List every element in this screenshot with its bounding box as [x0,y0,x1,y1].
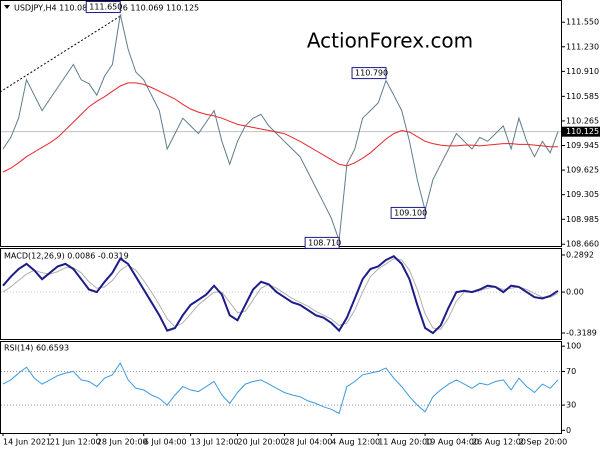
x-tick-label: 11 Aug 20:00 [378,438,432,447]
last-price-label: 110.125 [566,127,599,136]
y-tick-label: 100 [566,342,581,351]
series-line [2,14,559,241]
annotation-box [304,236,340,249]
macd-panel [0,248,562,340]
y-tick-label: 70 [566,367,576,376]
y-tick-label: 108.660 [566,240,599,249]
y-tick-label: 30 [566,401,576,410]
y-tick-label: 0 [566,426,571,435]
x-tick-label: 6 Jul 04:00 [144,438,187,447]
y-tick-label: 0.2892 [566,250,594,259]
annotation-label: 110.790 [355,69,388,78]
series-line [2,258,559,330]
x-tick-label: 2 Sep 20:00 [519,438,567,447]
x-tick-label: 21 Jun 12:00 [50,438,101,447]
y-tick-label: -0.3189 [566,328,597,337]
x-tick-label: 26 Aug 12:00 [472,438,526,447]
macd-title: MACD(12,26,9) 0.0086 -0.0319 [4,252,129,261]
last-price-box [562,126,600,137]
y-tick-label: 109.625 [566,166,599,175]
y-tick-label: 111.230 [566,42,599,51]
x-tick-label: 28 Jun 20:00 [97,438,148,447]
trend-line [0,14,123,93]
watermark: ActionForex.com [307,29,473,53]
annotation-label: 108.710 [308,238,341,247]
x-tick-label: 19 Aug 04:00 [425,438,479,447]
x-tick-label: 4 Aug 12:00 [331,438,380,447]
y-tick-label: 110.265 [566,116,599,125]
annotation-box [351,67,387,80]
series-line [2,254,559,335]
y-tick-label: 110.585 [566,92,599,101]
x-tick-label: 13 Jul 12:00 [191,438,239,447]
rsi-panel [0,341,562,434]
y-tick-label: 0.00 [566,288,584,297]
y-tick-label: 111.550 [566,18,599,27]
x-tick-label: 20 Jul 20:00 [238,438,286,447]
series-line [2,82,558,173]
x-tick-label: 14 Jun 2021 [3,438,51,447]
y-tick-label: 109.305 [566,190,599,199]
price-panel [0,0,562,247]
annotation-label: 109.100 [394,208,427,217]
annotation-box [390,206,426,219]
y-tick-label: 110.910 [566,67,599,76]
x-tick-label: 28 Jul 04:00 [284,438,332,447]
annotation-label: 111.650 [89,3,122,12]
annotation-box [85,1,121,14]
menu-arrow [4,5,10,9]
y-tick-label: 108.985 [566,215,599,224]
y-tick-label: 109.945 [566,141,599,150]
rsi-title: RSI(14) 60.6593 [4,344,69,353]
series-line [2,361,559,415]
